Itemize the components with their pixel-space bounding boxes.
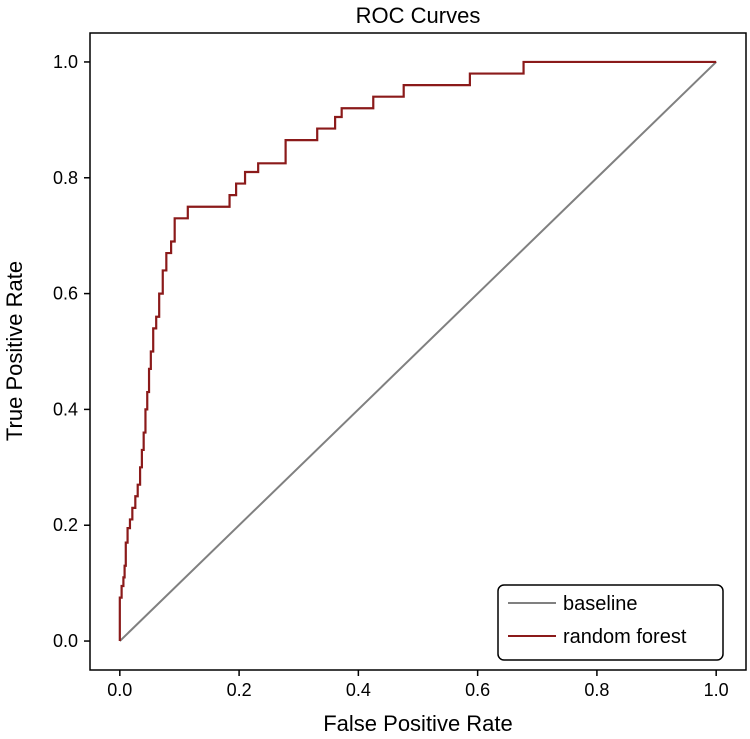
y-tick-label: 0.4: [53, 399, 78, 419]
y-tick-label: 0.8: [53, 168, 78, 188]
plot-data: [118, 60, 717, 642]
legend-label-random-forest: random forest: [563, 626, 687, 648]
x-tick-label: 0.8: [584, 680, 609, 700]
x-tick-label: 0.2: [227, 680, 252, 700]
legend: baseline random forest: [497, 584, 724, 661]
y-tick-label: 0.6: [53, 284, 78, 304]
series-line-baseline: [119, 61, 717, 642]
x-tick-label: 0.0: [107, 680, 132, 700]
x-tick-label: 0.6: [465, 680, 490, 700]
axis-ticks: 0.0 0.2 0.4 0.6 0.8 1.0 0.0 0.2 0.4 0.6 0.8 1.0: [53, 52, 729, 700]
legend-label-baseline: baseline: [563, 593, 638, 615]
y-tick-label: 0.0: [53, 631, 78, 651]
chart-title: ROC Curves: [356, 3, 481, 28]
y-tick-label: 1.0: [53, 52, 78, 72]
x-axis-label: False Positive Rate: [323, 711, 513, 736]
series-line-random-forest: [118, 60, 717, 642]
y-axis-label: True Positive Rate: [2, 261, 27, 441]
plot-frame: [89, 32, 747, 671]
x-tick-label: 0.4: [346, 680, 371, 700]
x-tick-label: 1.0: [704, 680, 729, 700]
y-tick-label: 0.2: [53, 515, 78, 535]
